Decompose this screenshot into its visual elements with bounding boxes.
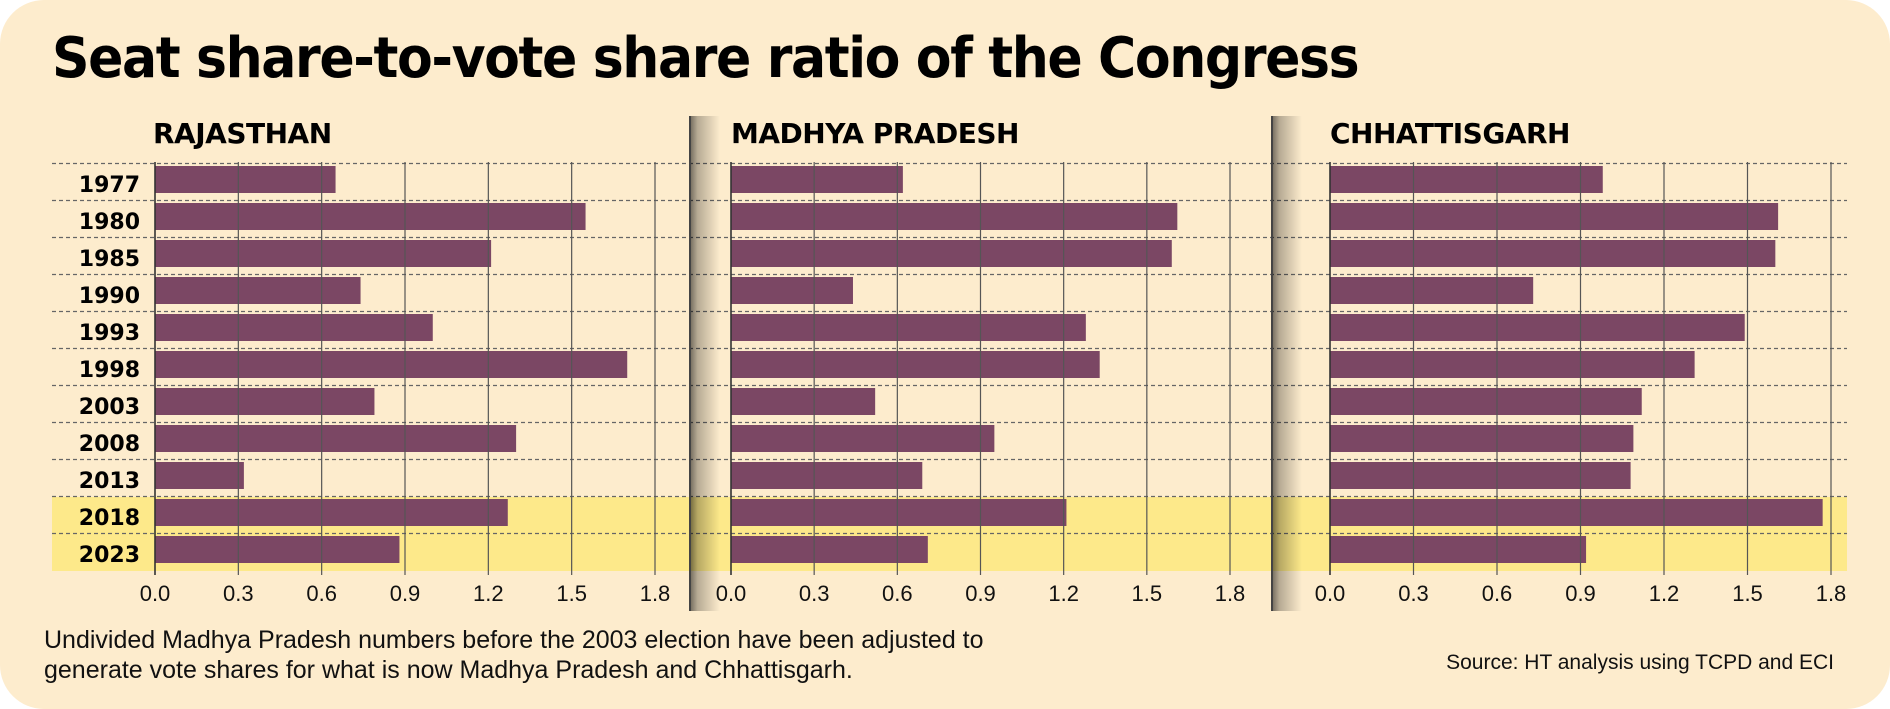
- x-tick-label: 1.5: [1732, 581, 1763, 606]
- x-tick-label: 1.5: [556, 581, 587, 606]
- category-label: 2023: [79, 543, 140, 568]
- bar: [1330, 314, 1745, 341]
- bar: [1330, 166, 1603, 193]
- bar: [731, 499, 1067, 526]
- bar: [155, 536, 400, 563]
- bar: [1330, 462, 1631, 489]
- category-label: 1977: [79, 173, 140, 198]
- category-label: 1980: [79, 210, 140, 235]
- x-tick-label: 0.6: [306, 581, 337, 606]
- x-tick-label: 0.0: [140, 581, 171, 606]
- bar: [731, 462, 923, 489]
- panel-rajasthan: RAJASTHAN 0.0 0.3 0.6 0.9 1.2 1.5 1.8: [140, 117, 671, 606]
- category-label: 2018: [79, 506, 140, 531]
- bar: [1330, 351, 1695, 378]
- x-tick-label: 0.3: [223, 581, 254, 606]
- x-tick-label: 1.8: [1816, 581, 1847, 606]
- x-tick-label: 0.9: [390, 581, 421, 606]
- bar: [731, 166, 903, 193]
- bar: [155, 462, 244, 489]
- panel-separator-shadow: [690, 116, 720, 611]
- panel-madhya-pradesh: MADHYA PRADESH 0.0 0.3 0.6 0.9 1.2 1.5 1.8: [716, 117, 1246, 606]
- category-label: 1985: [79, 247, 140, 272]
- bar: [731, 240, 1172, 267]
- x-tick-label: 1.8: [1215, 581, 1246, 606]
- bar: [1330, 240, 1776, 267]
- bar: [155, 499, 508, 526]
- bar: [155, 388, 375, 415]
- bar: [731, 314, 1086, 341]
- x-tick-label: 0.6: [882, 581, 913, 606]
- x-tick-label: 0.3: [1398, 581, 1429, 606]
- bar: [155, 425, 517, 452]
- bar: [1330, 536, 1587, 563]
- footnote: Undivided Madhya Pradesh numbers before …: [44, 625, 1044, 685]
- x-tick-label: 0.9: [965, 581, 996, 606]
- footnote-line-1: Undivided Madhya Pradesh numbers before …: [44, 626, 984, 654]
- category-label: 1990: [79, 284, 140, 309]
- bar: [155, 277, 361, 304]
- bar: [1330, 203, 1779, 230]
- bar: [155, 351, 628, 378]
- bar: [731, 388, 876, 415]
- bar: [731, 351, 1100, 378]
- panel-separator-shadow: [1272, 116, 1302, 611]
- x-tick-label: 1.2: [473, 581, 504, 606]
- bar: [731, 425, 995, 452]
- x-tick-label: 1.2: [1649, 581, 1680, 606]
- bar: [155, 203, 586, 230]
- category-label: 1998: [79, 358, 140, 383]
- bar: [155, 166, 336, 193]
- footnote-line-2: generate vote shares for what is now Mad…: [44, 656, 853, 684]
- panel-title: RAJASTHAN: [153, 117, 332, 150]
- bar: [155, 240, 492, 267]
- bar: [731, 203, 1178, 230]
- category-label: 2008: [79, 432, 140, 457]
- bar: [731, 536, 928, 563]
- x-tick-label: 1.2: [1048, 581, 1079, 606]
- x-tick-label: 0.6: [1482, 581, 1513, 606]
- x-tick-label: 1.8: [640, 581, 671, 606]
- x-tick-label: 0.9: [1565, 581, 1596, 606]
- panel-chhattisgarh: CHHATTISGARH 0.0 0.3 0.6 0.9 1.2 1.5 1.8: [1315, 117, 1847, 606]
- source-note: Source: HT analysis using TCPD and ECI: [1446, 651, 1834, 674]
- bar: [1330, 425, 1634, 452]
- x-tick-label: 0.0: [1315, 581, 1346, 606]
- bar: [731, 277, 853, 304]
- x-tick-label: 1.5: [1132, 581, 1163, 606]
- x-tick-label: 0.3: [799, 581, 830, 606]
- x-tick-label: 0.0: [716, 581, 747, 606]
- category-label: 1993: [79, 321, 140, 346]
- panel-title: CHHATTISGARH: [1330, 117, 1570, 150]
- bar: [1330, 499, 1823, 526]
- bar: [1330, 277, 1534, 304]
- category-label: 2013: [79, 469, 140, 494]
- bar: [1330, 388, 1642, 415]
- category-label: 2003: [79, 395, 140, 420]
- chart-title: Seat share-to-vote share ratio of the Co…: [52, 26, 1360, 91]
- bar: [155, 314, 433, 341]
- panel-title: MADHYA PRADESH: [731, 117, 1019, 150]
